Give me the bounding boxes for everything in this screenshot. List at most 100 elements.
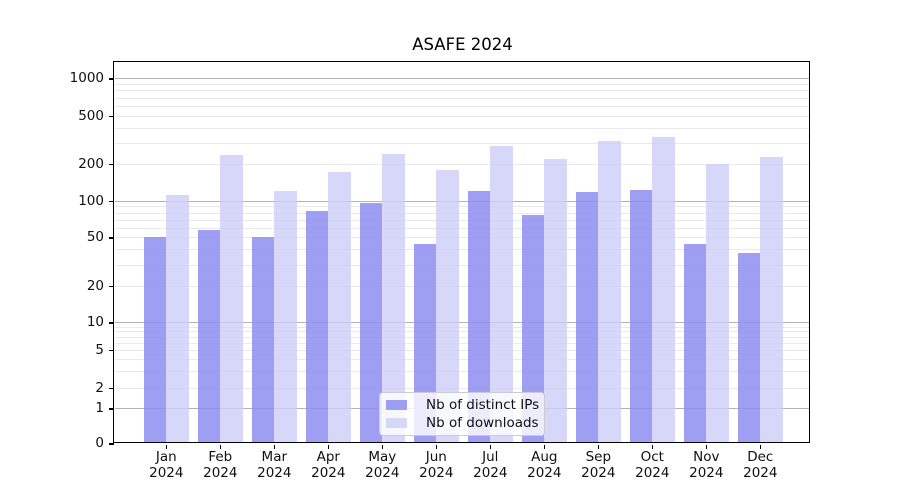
x-tick-month: Feb <box>208 449 233 465</box>
x-tick-label-dec: Dec 2024 <box>730 449 790 481</box>
gridline-minor-200 <box>114 163 810 165</box>
x-tick-label-mar: Mar 2024 <box>244 449 304 481</box>
x-tick-month: Sep <box>585 449 612 465</box>
bar-downloads-apr <box>328 171 351 444</box>
x-tick-month: Oct <box>640 449 664 465</box>
gridline-minor-400 <box>114 127 810 129</box>
x-tick-jul <box>489 444 491 449</box>
y-tick-50 <box>108 237 114 239</box>
x-tick-label-may: May 2024 <box>352 449 412 481</box>
bar-downloads-may <box>382 153 405 444</box>
y-tick-2 <box>108 387 114 389</box>
gridline-minor-60 <box>114 227 810 229</box>
x-tick-label-feb: Feb 2024 <box>190 449 250 481</box>
x-tick-year: 2024 <box>203 464 238 481</box>
gridline-minor-7 <box>114 336 810 338</box>
x-tick-month: Dec <box>747 449 774 465</box>
y-tick-label-1: 1 <box>95 400 104 417</box>
bar-distinct-ips-aug <box>522 214 545 444</box>
y-tick-100 <box>108 200 114 202</box>
x-tick-jan <box>165 444 167 449</box>
chart-title: ASAFE 2024 <box>412 35 513 54</box>
gridline-minor-800 <box>114 90 810 92</box>
x-tick-nov <box>705 444 707 449</box>
bar-distinct-ips-nov <box>684 244 707 444</box>
y-tick-label-5: 5 <box>95 342 104 358</box>
y-tick-label-1000: 1000 <box>69 70 104 87</box>
bar-downloads-feb <box>220 154 243 444</box>
x-tick-year: 2024 <box>527 464 562 481</box>
bar-downloads-nov <box>706 164 729 444</box>
bar-distinct-ips-apr <box>306 210 329 444</box>
bar-distinct-ips-sep <box>576 191 599 444</box>
x-tick-may <box>381 444 383 449</box>
legend-swatch-downloads <box>386 417 407 429</box>
gridline-minor-2 <box>114 387 810 389</box>
gridline-major-1000 <box>114 78 810 80</box>
x-tick-year: 2024 <box>311 464 346 481</box>
x-tick-month: Nov <box>693 449 720 465</box>
legend-swatch-distinct-ips <box>386 399 407 411</box>
x-tick-apr <box>327 444 329 449</box>
bar-downloads-aug <box>544 159 567 444</box>
bar-distinct-ips-jul <box>468 191 491 444</box>
gridline-minor-50 <box>114 237 810 239</box>
gridline-minor-8 <box>114 331 810 333</box>
x-tick-year: 2024 <box>581 464 616 481</box>
gridline-minor-500 <box>114 115 810 117</box>
y-tick-label-2: 2 <box>95 379 104 396</box>
y-tick-0 <box>108 443 114 445</box>
bar-downloads-dec <box>760 157 783 444</box>
x-tick-label-oct: Oct 2024 <box>622 449 682 481</box>
legend: Nb of distinct IPs Nb of downloads <box>379 392 545 436</box>
x-tick-label-jun: Jun 2024 <box>406 449 466 481</box>
bar-downloads-sep <box>598 141 621 444</box>
bar-downloads-mar <box>274 191 297 444</box>
y-tick-500 <box>108 115 114 118</box>
gridline-major-100 <box>114 200 810 202</box>
y-tick-label-50: 50 <box>86 229 104 246</box>
gridline-minor-20 <box>114 286 810 288</box>
x-tick-feb <box>219 444 221 449</box>
x-tick-month: Mar <box>261 449 288 465</box>
bar-downloads-oct <box>652 136 675 444</box>
x-tick-oct <box>651 444 653 449</box>
bar-distinct-ips-dec <box>738 253 761 444</box>
y-tick-200 <box>108 163 114 166</box>
x-tick-month: Aug <box>531 449 558 465</box>
y-tick-1 <box>108 408 114 410</box>
legend-item-downloads: Nb of downloads <box>386 415 539 431</box>
y-tick-10 <box>108 322 114 324</box>
bar-distinct-ips-oct <box>630 190 653 444</box>
gridline-minor-3 <box>114 371 810 373</box>
y-tick-5 <box>108 350 114 352</box>
y-tick-label-10: 10 <box>86 314 104 331</box>
gridline-minor-70 <box>114 219 810 221</box>
gridline-minor-300 <box>114 142 810 144</box>
bar-downloads-jun <box>436 170 459 444</box>
y-tick-label-500: 500 <box>78 107 104 124</box>
y-tick-label-20: 20 <box>86 278 104 295</box>
gridline-minor-40 <box>114 249 810 251</box>
x-tick-year: 2024 <box>689 464 724 481</box>
x-tick-label-jan: Jan 2024 <box>136 449 196 481</box>
x-tick-mar <box>273 444 275 449</box>
legend-item-distinct-ips: Nb of distinct IPs <box>386 397 540 413</box>
bar-downloads-jul <box>490 146 513 444</box>
x-tick-jun <box>435 444 437 449</box>
x-tick-sep <box>597 444 599 449</box>
x-tick-year: 2024 <box>149 464 184 481</box>
legend-label-distinct-ips: Nb of distinct IPs <box>426 397 540 413</box>
x-tick-year: 2024 <box>743 464 778 481</box>
gridline-minor-900 <box>114 84 810 85</box>
gridline-minor-5 <box>114 350 810 351</box>
gridline-minor-700 <box>114 97 810 99</box>
gridline-minor-90 <box>114 206 810 208</box>
x-tick-label-aug: Aug 2024 <box>514 449 574 481</box>
gridline-minor-80 <box>114 212 810 214</box>
x-tick-year: 2024 <box>473 464 508 481</box>
y-tick-label-100: 100 <box>78 192 104 209</box>
y-tick-label-200: 200 <box>78 155 104 172</box>
gridline-minor-30 <box>114 264 810 266</box>
y-tick-label-0: 0 <box>95 435 104 452</box>
